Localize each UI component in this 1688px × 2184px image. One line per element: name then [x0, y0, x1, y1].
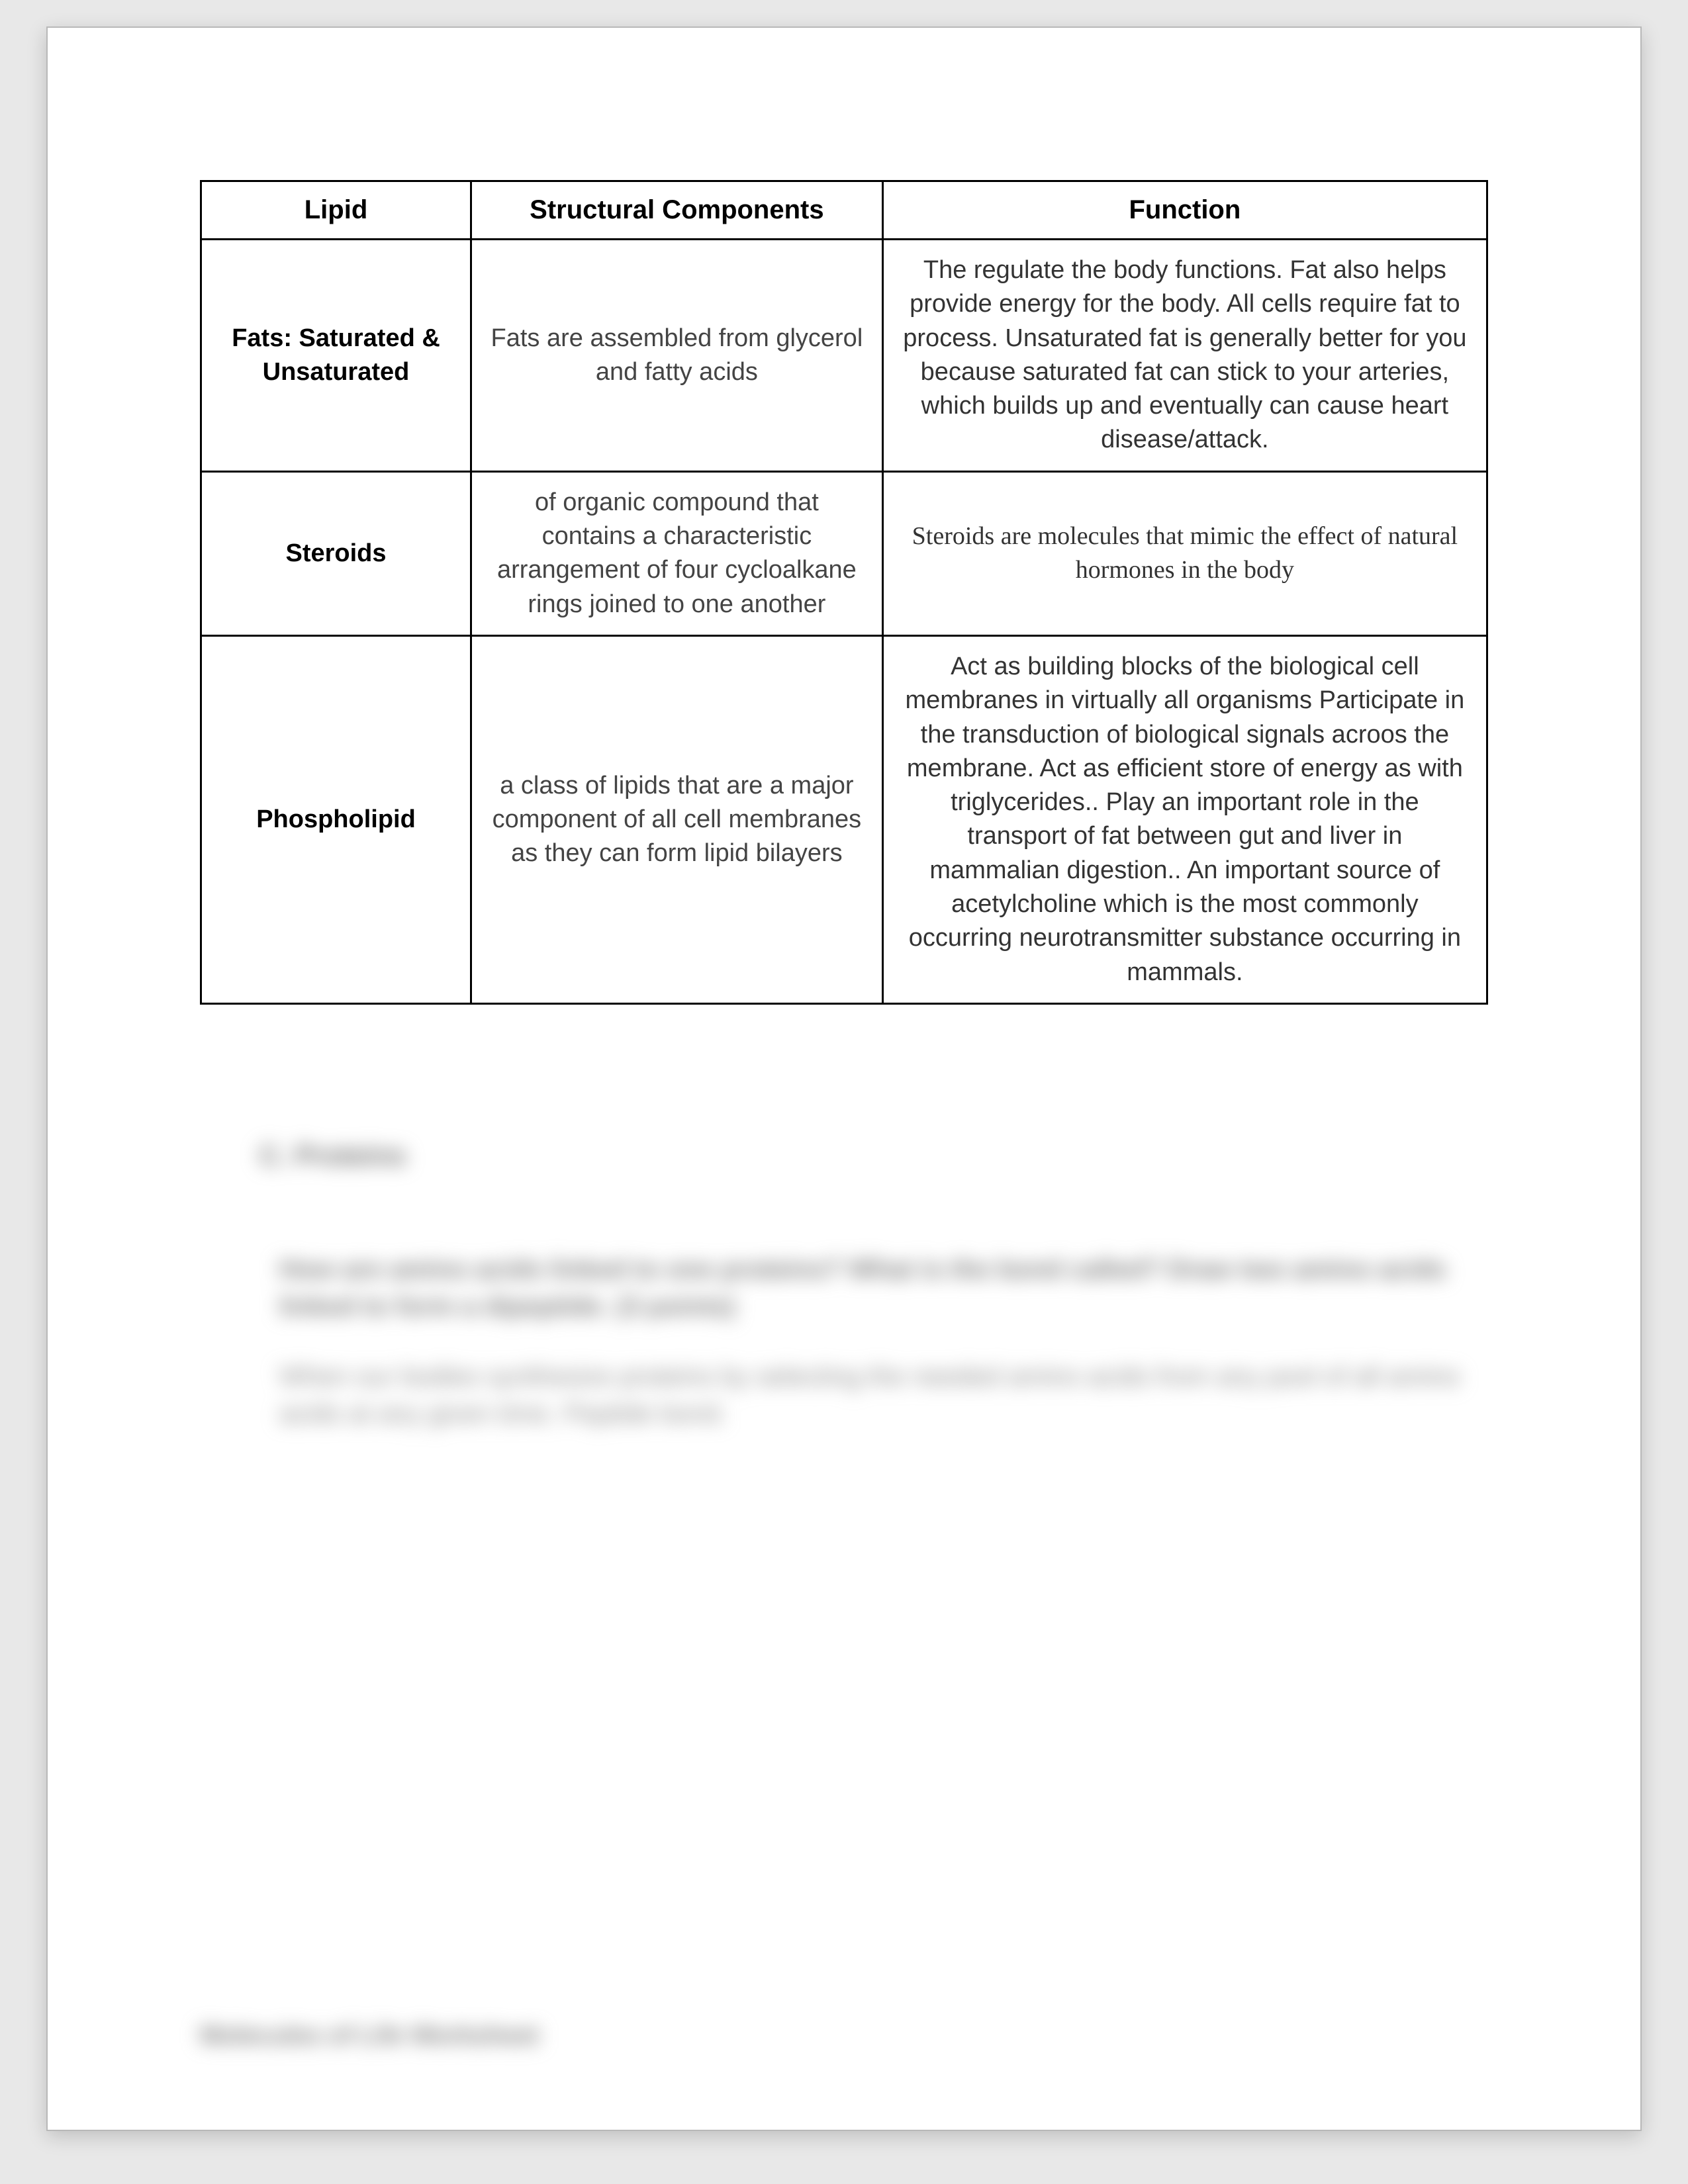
table-row: Steroids of organic compound that contai…	[201, 471, 1487, 635]
cell-struct: Fats are assembled from glycerol and fat…	[471, 240, 883, 472]
table-row: Fats: Saturated & Unsaturated Fats are a…	[201, 240, 1487, 472]
header-structural: Structural Components	[471, 181, 883, 240]
cell-struct: of organic compound that contains a char…	[471, 471, 883, 635]
blurred-answer: When our bodies synthesize proteins by s…	[279, 1358, 1488, 1432]
table-row: Phospholipid a class of lipids that are …	[201, 635, 1487, 1003]
cell-struct: a class of lipids that are a major compo…	[471, 635, 883, 1003]
document-page: Lipid Structural Components Function Fat…	[46, 26, 1642, 2131]
cell-func: Act as building blocks of the biological…	[882, 635, 1487, 1003]
table-header-row: Lipid Structural Components Function	[201, 181, 1487, 240]
cell-lipid: Steroids	[201, 471, 471, 635]
blurred-footer: Molecules of Life Worksheet	[200, 2022, 539, 2050]
content-area: Lipid Structural Components Function Fat…	[200, 180, 1488, 1005]
blurred-heading: C. Proteins	[259, 1140, 1488, 1171]
header-function: Function	[882, 181, 1487, 240]
cell-lipid: Fats: Saturated & Unsaturated	[201, 240, 471, 472]
header-lipid: Lipid	[201, 181, 471, 240]
cell-func: The regulate the body functions. Fat als…	[882, 240, 1487, 472]
blurred-preview: C. Proteins How are amino acids linked t…	[200, 1140, 1488, 1432]
cell-func: Steroids are molecules that mimic the ef…	[882, 471, 1487, 635]
cell-lipid: Phospholipid	[201, 635, 471, 1003]
blurred-question: How are amino acids linked to one protei…	[279, 1251, 1488, 1325]
lipid-table: Lipid Structural Components Function Fat…	[200, 180, 1488, 1005]
